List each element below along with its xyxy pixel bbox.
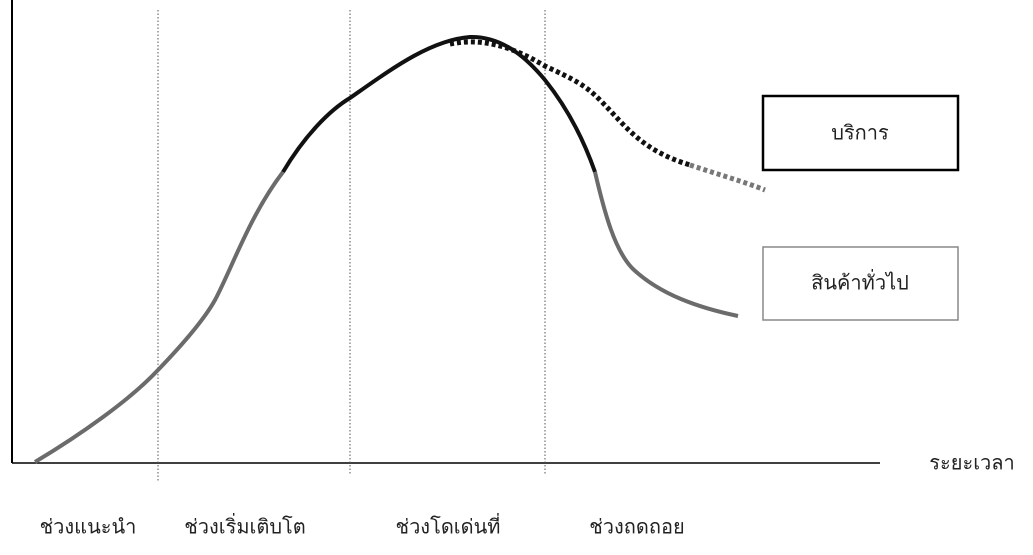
legend-label: สินค้าทั่วไป [811,269,909,295]
stage-label: ช่วงถดถอย [589,515,685,539]
page: บริการ สินค้าทั่วไป ระยะเวลา ช่วงแนะนำ ช… [0,0,1033,555]
peak-curve [283,37,595,172]
axis-label: ระยะเวลา [929,451,1015,475]
stage-label: ช่วงเริ่มเติบโต [184,513,306,539]
service-curve [690,165,765,190]
goods-curve [35,172,283,462]
diagram: บริการ สินค้าทั่วไป ระยะเวลา ช่วงแนะนำ ช… [0,0,1033,555]
legend-label: บริการ [831,121,889,145]
stage-label: ช่วงแนะนำ [40,515,137,539]
service-curve [450,42,690,165]
stage-label: ช่วงโดเด่นที่ [396,513,501,539]
goods-curve [595,172,738,316]
